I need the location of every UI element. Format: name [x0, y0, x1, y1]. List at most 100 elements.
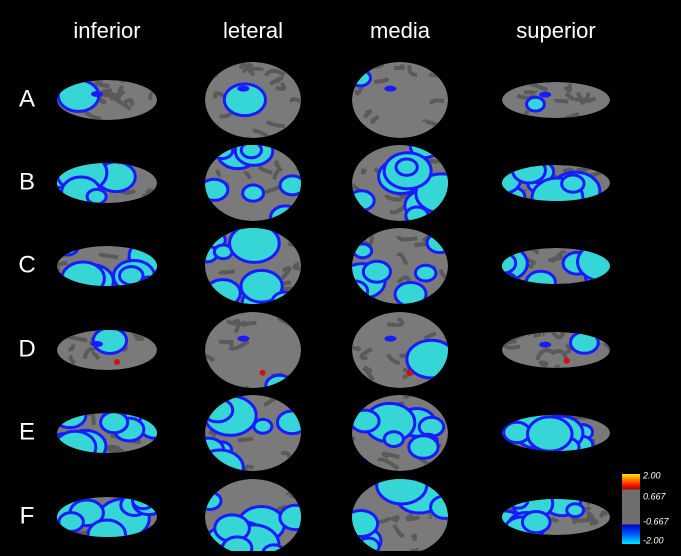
- sulcus: [589, 414, 602, 418]
- surface: [338, 308, 456, 388]
- sulcus: [245, 387, 260, 394]
- sulcus: [550, 257, 563, 260]
- surface: [45, 238, 173, 297]
- red-spot: [407, 370, 413, 376]
- activation-blob: [87, 189, 106, 204]
- column-label: media: [370, 18, 431, 43]
- surface: [502, 330, 625, 372]
- activation-blob: [230, 224, 280, 262]
- sulcus: [230, 341, 231, 346]
- surface: [478, 487, 610, 549]
- activation-blob: [509, 494, 528, 508]
- activation-blob: [280, 505, 312, 529]
- brain: [340, 228, 453, 306]
- surface: [344, 465, 460, 551]
- sulcus: [186, 432, 206, 439]
- activation-blob: [562, 175, 584, 192]
- sulcus: [577, 168, 589, 170]
- sulcus: [283, 313, 289, 319]
- row-label: E: [19, 418, 35, 445]
- brain: [43, 401, 173, 470]
- activation-blob: [354, 244, 372, 258]
- sulcus: [358, 482, 365, 485]
- sulcus: [70, 408, 77, 414]
- activation-blob: [490, 273, 518, 294]
- red-spot: [260, 370, 266, 376]
- activation-blob: [341, 281, 368, 302]
- activation-blob: [59, 513, 84, 532]
- column-label: inferior: [73, 18, 140, 43]
- sulcus: [604, 162, 619, 172]
- brain: [502, 330, 625, 372]
- activation-blob: [384, 432, 403, 447]
- activation-blob: [485, 166, 520, 193]
- colorbar: [622, 474, 640, 544]
- activation-blob: [263, 545, 285, 551]
- colorbar-label: 0.667: [643, 491, 667, 501]
- sulcus: [150, 93, 152, 100]
- activation-blob: [222, 537, 251, 551]
- sulcus: [377, 64, 384, 67]
- sulcus: [436, 132, 449, 138]
- red-spot: [564, 358, 570, 364]
- activation-blob: [539, 342, 551, 348]
- activation-blob: [358, 538, 379, 551]
- brain: [196, 224, 315, 312]
- sulcus: [45, 252, 65, 255]
- activation-blob: [91, 341, 103, 347]
- activation-blob: [241, 142, 261, 157]
- brain-images: [38, 61, 627, 551]
- activation-blob: [570, 332, 598, 353]
- activation-blob: [539, 92, 551, 98]
- activation-blob: [62, 262, 105, 295]
- activation-blob: [384, 336, 396, 342]
- activation-blob: [199, 492, 221, 509]
- activation-blob: [200, 179, 228, 200]
- activation-blob: [272, 292, 297, 311]
- activation-blob: [407, 340, 456, 378]
- sulcus: [353, 484, 359, 494]
- sulcus: [189, 323, 208, 324]
- column-label: leteral: [223, 18, 283, 43]
- activation-blob: [280, 176, 305, 195]
- sulcus: [442, 393, 447, 397]
- sulcus: [200, 391, 219, 397]
- surface: [349, 136, 467, 224]
- surface: [56, 76, 157, 121]
- sulcus: [405, 387, 411, 396]
- brain: [344, 465, 460, 551]
- sulcus: [125, 369, 141, 379]
- sulcus: [609, 103, 626, 113]
- brain: [483, 240, 627, 294]
- sulcus: [438, 377, 441, 386]
- sulcus: [431, 75, 448, 77]
- sulcus: [54, 416, 65, 421]
- activation-blob: [522, 511, 550, 532]
- sulcus: [195, 305, 213, 314]
- brain: [47, 490, 165, 549]
- activation-blob: [88, 520, 125, 549]
- sulcus: [528, 330, 531, 336]
- sulcus: [375, 308, 393, 312]
- activation-blob: [578, 243, 628, 281]
- brain: [338, 308, 456, 388]
- brain: [187, 136, 309, 229]
- sulcus: [119, 86, 125, 95]
- sulcus: [156, 363, 167, 367]
- sulcus: [215, 226, 233, 233]
- sulcus: [447, 278, 453, 281]
- surface: [57, 328, 167, 380]
- sulcus: [356, 314, 368, 317]
- sulcus: [106, 449, 123, 452]
- activation-blob: [57, 238, 79, 255]
- activation-blob: [384, 86, 396, 92]
- brain: [349, 136, 467, 224]
- brain: [478, 487, 610, 549]
- sulcus: [61, 112, 65, 120]
- sulcus: [494, 100, 503, 104]
- sulcus: [218, 136, 224, 148]
- sulcus: [296, 158, 305, 168]
- sulcus: [107, 537, 120, 541]
- brain: [45, 238, 173, 297]
- activation-blob: [271, 206, 301, 229]
